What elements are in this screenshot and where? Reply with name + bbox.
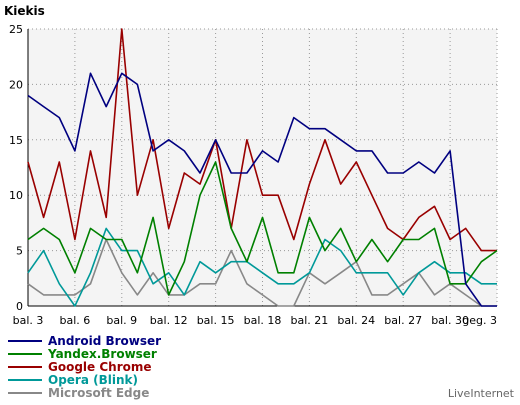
plot-area [28,29,497,306]
legend-label: Opera (Blink) [48,373,138,387]
x-tick-label: bal. 9 [106,314,137,327]
legend-label: Google Chrome [48,360,152,374]
brand-label: LiveInternet [448,387,515,400]
series-line [27,227,497,307]
legend-label: Microsoft Edge [48,386,149,400]
y-tick-label: 25 [9,23,23,36]
x-tick-label: bal. 21 [291,314,329,327]
x-tick-label: bal. 24 [337,314,375,327]
x-tick-label: bal. 18 [244,314,282,327]
y-tick-label: 5 [16,245,23,258]
series-lines [27,28,498,307]
chart-title: Kiekis [4,4,45,18]
x-tick-label: bal. 6 [60,314,91,327]
y-tick-label: 20 [9,78,23,91]
x-tick-label: geg. 3 [462,314,497,327]
x-tick-label: bal. 15 [197,314,235,327]
series-line [27,28,497,252]
y-tick-label: 0 [16,300,23,313]
series-line [27,72,497,307]
y-tick-label: 15 [9,134,23,147]
y-tick-labels: 0 5 10 15 20 25 [9,23,23,313]
x-tick-label: bal. 12 [150,314,188,327]
series-line [27,161,498,296]
x-tick-label: bal. 3 [13,314,44,327]
x-tick-label: bal. 30 [431,314,469,327]
x-tick-label: bal. 27 [384,314,422,327]
legend-label: Android Browser [48,334,161,348]
legend-label: Yandex.Browser [47,347,157,361]
x-tick-labels: bal. 3 bal. 6 bal. 9 bal. 12 bal. 15 bal. 18 b… [13,314,497,327]
y-tick-label: 10 [9,189,23,202]
